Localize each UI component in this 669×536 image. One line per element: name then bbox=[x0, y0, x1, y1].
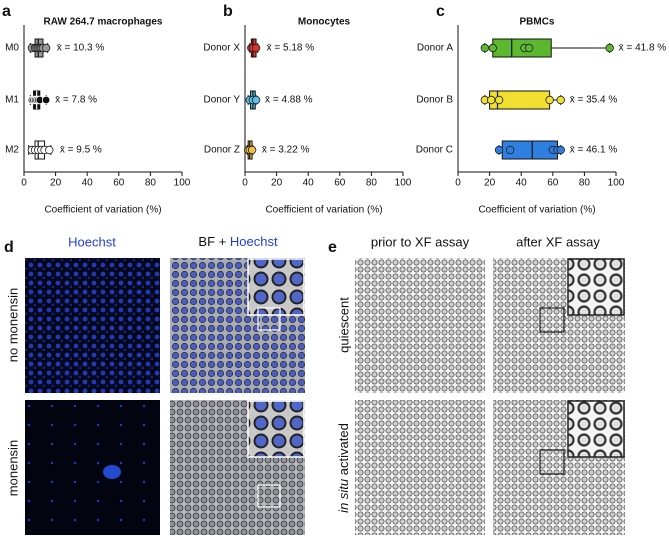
row-title: in situ activated bbox=[336, 423, 351, 513]
x-axis-label: Coefficient of variation (%) bbox=[265, 205, 382, 216]
data-point bbox=[545, 95, 554, 105]
category-label: Donor X bbox=[203, 43, 240, 54]
data-point bbox=[247, 145, 257, 155]
data-point bbox=[480, 43, 490, 53]
x-tick-label: 100 bbox=[608, 178, 625, 189]
column-title: after XF assay bbox=[516, 234, 600, 249]
column-title: Hoechst bbox=[68, 234, 116, 249]
mean-label: x̄ = 41.8 % bbox=[619, 43, 667, 54]
micrograph bbox=[25, 400, 160, 535]
x-tick-label: 60 bbox=[334, 178, 346, 189]
chart: a RAW 264.7 macrophages 0 20 40 60 80 100 Coeffi… bbox=[2, 3, 191, 215]
column-title: prior to XF assay bbox=[371, 234, 470, 249]
inset bbox=[567, 258, 625, 316]
x-tick-label: 100 bbox=[174, 178, 191, 189]
data-point bbox=[41, 43, 51, 53]
data-point bbox=[251, 95, 261, 105]
inset-marker bbox=[539, 307, 565, 333]
blob bbox=[103, 465, 121, 479]
data-point bbox=[494, 95, 504, 105]
data-point bbox=[556, 145, 565, 155]
row-title: no monensin bbox=[5, 288, 20, 362]
micrograph bbox=[355, 400, 485, 535]
column-title-part: BF + bbox=[198, 234, 226, 249]
panel-letter: a bbox=[2, 3, 11, 20]
data-point bbox=[45, 145, 54, 155]
panel-letter: c bbox=[436, 3, 445, 20]
chart-title: Monocytes bbox=[298, 17, 351, 28]
x-tick-label: 80 bbox=[579, 178, 591, 189]
x-tick-label: 20 bbox=[50, 178, 62, 189]
x-tick-label: 0 bbox=[242, 178, 248, 189]
panel-letter: d bbox=[4, 239, 14, 256]
x-tick-label: 60 bbox=[547, 178, 559, 189]
mean-label: x̄ = 3.22 % bbox=[262, 145, 310, 156]
x-tick-label: 80 bbox=[366, 178, 378, 189]
data-point bbox=[488, 43, 497, 53]
micrograph bbox=[355, 258, 485, 393]
panel-letter: e bbox=[328, 239, 337, 256]
mean-label: x̄ = 10.3 % bbox=[57, 43, 105, 54]
data-point bbox=[486, 95, 496, 105]
column-title: BF + Hoechst bbox=[198, 234, 278, 249]
inset-marker bbox=[257, 307, 281, 331]
x-tick-label: 0 bbox=[21, 178, 27, 189]
row-title: quiescent bbox=[336, 297, 351, 353]
inset bbox=[247, 400, 305, 458]
category-label: Donor Y bbox=[203, 95, 240, 106]
row-title-part: in situ bbox=[336, 479, 351, 513]
column-title-part: Hoechst bbox=[230, 234, 278, 249]
row-title-part: activated bbox=[336, 423, 351, 475]
chart-title: PBMCs bbox=[519, 17, 554, 28]
x-tick-label: 60 bbox=[113, 178, 125, 189]
data-point bbox=[605, 43, 614, 53]
x-tick-label: 20 bbox=[484, 178, 496, 189]
mean-label: x̄ = 35.4 % bbox=[570, 95, 618, 106]
inset bbox=[247, 258, 305, 316]
inset-marker bbox=[257, 484, 281, 508]
data-point bbox=[494, 145, 504, 155]
mean-label: x̄ = 46.1 % bbox=[570, 145, 618, 156]
chart: c PBMCs 0 20 40 60 80 100 Coefficient of variati… bbox=[416, 3, 667, 215]
inset-marker bbox=[539, 449, 565, 475]
data-point bbox=[251, 43, 261, 53]
x-tick-label: 80 bbox=[145, 178, 157, 189]
category-label: Donor Z bbox=[204, 145, 240, 156]
data-point bbox=[556, 95, 565, 105]
x-tick-label: 0 bbox=[455, 178, 461, 189]
micrograph bbox=[25, 258, 160, 393]
category-label: M2 bbox=[5, 145, 19, 156]
data-point bbox=[524, 43, 534, 53]
x-tick-label: 40 bbox=[516, 178, 528, 189]
category-label: Donor A bbox=[417, 43, 453, 54]
data-point bbox=[41, 95, 51, 105]
inset bbox=[567, 400, 625, 458]
data-point bbox=[505, 145, 515, 155]
mean-label: x̄ = 4.88 % bbox=[265, 95, 313, 106]
category-label: M0 bbox=[5, 43, 19, 54]
chart: b Monocytes 0 20 40 60 80 100 Coefficient of var… bbox=[203, 3, 411, 215]
mean-label: x̄ = 7.8 % bbox=[55, 95, 97, 106]
category-label: Donor C bbox=[416, 145, 453, 156]
x-tick-label: 40 bbox=[82, 178, 94, 189]
x-tick-label: 20 bbox=[271, 178, 283, 189]
mean-label: x̄ = 5.18 % bbox=[267, 43, 315, 54]
panel-letter: b bbox=[223, 3, 233, 20]
chart-title: RAW 264.7 macrophages bbox=[44, 17, 163, 28]
category-label: Donor B bbox=[416, 95, 453, 106]
panel-e: e prior to XF assay after XF assay quies… bbox=[328, 234, 625, 535]
category-label: M1 bbox=[5, 95, 19, 106]
row-title: monensin bbox=[5, 440, 20, 496]
x-tick-label: 40 bbox=[303, 178, 315, 189]
x-tick-label: 100 bbox=[395, 178, 412, 189]
mean-label: x̄ = 9.5 % bbox=[60, 145, 102, 156]
x-axis-label: Coefficient of variation (%) bbox=[44, 205, 161, 216]
x-axis-label: Coefficient of variation (%) bbox=[478, 205, 595, 216]
panel-d: d Hoechst BF + Hoechst no monensin monen… bbox=[4, 234, 305, 535]
